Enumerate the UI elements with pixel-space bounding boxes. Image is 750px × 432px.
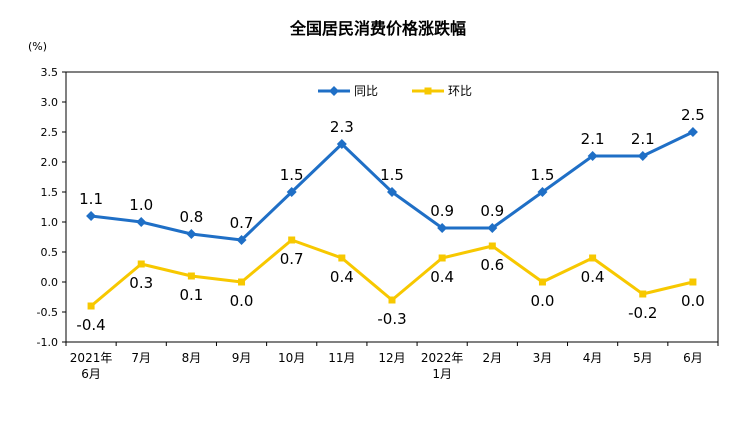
y-tick-label: 3.0 [41, 96, 59, 109]
y-tick-label: 2.5 [41, 126, 59, 139]
data-label: 1.0 [129, 196, 153, 214]
data-label: 0.7 [230, 214, 254, 232]
data-label: 0.9 [430, 202, 454, 220]
x-tick-label: 12月 [378, 351, 405, 365]
x-axis-ticks: 2021年 6月 7月 8月 9月 10月 11月 12月 2022年 1月 2月 3月 4月 5月 6月 [65, 342, 719, 381]
data-point [137, 260, 145, 268]
data-label: 0.4 [430, 268, 454, 286]
data-point [587, 151, 598, 161]
legend-label: 环比 [448, 84, 472, 98]
data-point [136, 217, 147, 227]
data-label: 0.1 [179, 286, 203, 304]
data-point [336, 139, 347, 149]
data-label: 2.5 [681, 106, 705, 124]
data-label: 0.8 [179, 208, 203, 226]
x-tick-label: 9月 [232, 351, 252, 365]
series-layer: 1.1 1.0 0.8 0.7 1.5 2.3 1.5 0.9 0.9 1.5 2.1 2.1 2.5 -… [76, 106, 704, 334]
x-tick-label: 10月 [278, 351, 305, 365]
data-point [286, 187, 297, 197]
y-tick-label: 0.0 [41, 276, 59, 289]
data-label: 0.4 [581, 268, 605, 286]
data-point [637, 151, 648, 161]
x-tick-label: 6月 [81, 367, 101, 381]
y-tick-label: 0.5 [41, 246, 59, 259]
data-point [338, 254, 346, 262]
data-label: -0.3 [377, 310, 406, 328]
legend-marker [424, 87, 432, 95]
data-point [687, 127, 698, 137]
data-point [186, 229, 197, 239]
legend: 同比 环比 [318, 84, 472, 98]
x-tick-label: 5月 [633, 351, 653, 365]
x-tick-label: 2022年 [421, 351, 464, 365]
data-label: 0.0 [681, 292, 705, 310]
y-tick-label: 1.0 [41, 216, 59, 229]
legend-label: 同比 [354, 84, 378, 98]
chart-title: 全国居民消费价格涨跌幅 [289, 19, 466, 38]
data-label: 2.3 [330, 118, 354, 136]
data-point [438, 254, 446, 262]
y-tick-label: -1.0 [37, 336, 58, 349]
y-axis-ticks: 3.5 3.0 2.5 2.0 1.5 1.0 0.5 0.0 -0.5 -1.0 [37, 66, 66, 349]
y-tick-label: -0.5 [37, 306, 58, 319]
y-tick-label: 3.5 [41, 66, 59, 79]
data-label: 0.0 [230, 292, 254, 310]
data-point [288, 236, 296, 244]
data-point [537, 187, 548, 197]
data-point [236, 235, 247, 245]
y-axis-unit: (%) [28, 40, 47, 53]
data-label: 0.6 [480, 256, 504, 274]
data-label: 1.1 [79, 190, 103, 208]
x-tick-label: 3月 [533, 351, 553, 365]
x-tick-label: 7月 [131, 351, 151, 365]
legend-marker [329, 86, 339, 96]
data-label: 1.5 [531, 166, 555, 184]
data-label: -0.2 [628, 304, 657, 322]
data-point [437, 223, 448, 233]
data-label: -0.4 [76, 316, 105, 334]
data-point [589, 254, 597, 262]
data-point [86, 211, 97, 221]
data-point [187, 272, 195, 280]
data-label: 2.1 [581, 130, 605, 148]
data-point [238, 278, 246, 286]
data-point [538, 278, 546, 286]
y-tick-label: 2.0 [41, 156, 59, 169]
data-label: 0.4 [330, 268, 354, 286]
y-tick-label: 1.5 [41, 186, 59, 199]
x-tick-label: 1月 [432, 367, 452, 381]
data-label: 1.5 [380, 166, 404, 184]
data-point [689, 278, 697, 286]
data-label: 0.7 [280, 250, 304, 268]
x-tick-label: 11月 [328, 351, 355, 365]
data-point [488, 242, 496, 250]
data-label: 1.5 [280, 166, 304, 184]
x-tick-label: 6月 [683, 351, 703, 365]
data-point [387, 187, 397, 197]
data-point [639, 290, 647, 298]
x-tick-label: 2月 [482, 351, 502, 365]
plot-frame [65, 71, 719, 343]
data-point [487, 223, 498, 233]
data-label: 0.9 [480, 202, 504, 220]
x-tick-label: 4月 [583, 351, 603, 365]
x-tick-label: 2021年 [70, 351, 113, 365]
data-label: 2.1 [631, 130, 655, 148]
data-point [388, 296, 396, 304]
x-tick-label: 8月 [182, 351, 202, 365]
data-label: 0.3 [129, 274, 153, 292]
data-point [87, 302, 95, 310]
data-label: 0.0 [531, 292, 555, 310]
